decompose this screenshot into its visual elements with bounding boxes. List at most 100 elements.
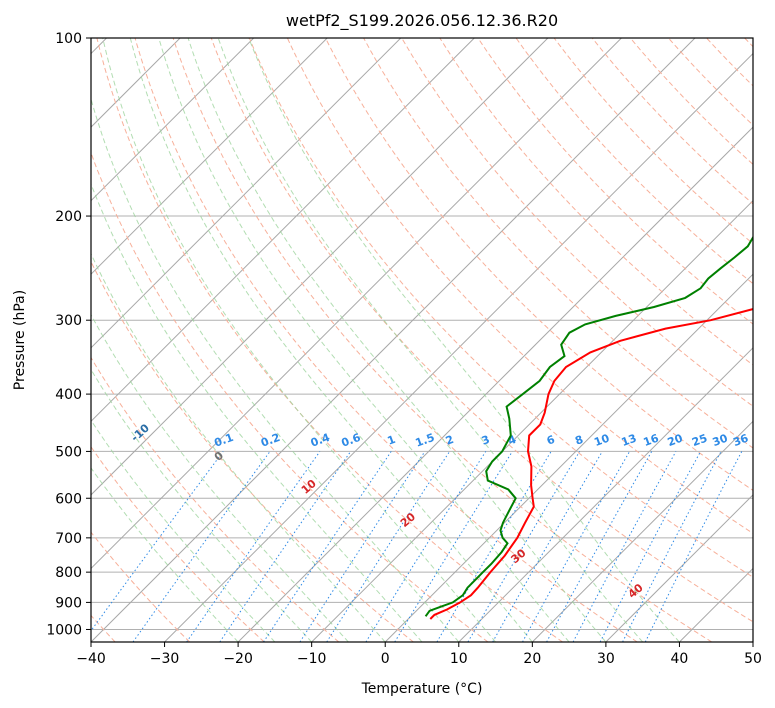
mixing-ratio-label: 0.1 bbox=[212, 431, 235, 450]
isotherm-line bbox=[91, 38, 622, 570]
mixing-ratio-label: 3 bbox=[480, 433, 492, 448]
mixing-ratio-label: 25 bbox=[690, 432, 709, 449]
isotherm-line bbox=[91, 38, 696, 642]
mixing-ratio-line bbox=[219, 451, 352, 642]
chart-title: wetPf2_S199.2026.056.12.36.R20 bbox=[286, 11, 558, 31]
mixing-ratio-label: 2 bbox=[444, 433, 456, 448]
mixing-ratio-line bbox=[644, 451, 743, 642]
dry-adiabat bbox=[134, 38, 638, 642]
mixing-ratio-label: 0.2 bbox=[259, 431, 282, 450]
mixing-ratio-line bbox=[622, 451, 722, 642]
isotherm-line bbox=[237, 126, 753, 642]
isotherm-line bbox=[91, 38, 475, 423]
dry-adiabat bbox=[629, 38, 753, 166]
isotherm-line bbox=[458, 347, 753, 642]
mixing-ratio-line bbox=[263, 451, 392, 642]
mixing-ratio-line bbox=[326, 451, 451, 642]
moist-adiabat bbox=[248, 38, 680, 642]
mixing-ratio-label: 13 bbox=[620, 432, 639, 449]
isotherm-line bbox=[531, 420, 753, 642]
dry-adiabat bbox=[91, 356, 340, 642]
mixing-ratio-line bbox=[91, 451, 224, 632]
background-lines bbox=[91, 38, 753, 642]
dry-adiabat bbox=[172, 38, 713, 642]
y-tick-label: 400 bbox=[55, 387, 82, 403]
mixing-ratio-line bbox=[394, 451, 513, 642]
isotherm-line bbox=[91, 38, 402, 349]
dry-adiabat bbox=[91, 151, 489, 642]
y-tick-label: 300 bbox=[55, 313, 82, 329]
y-tick-label: 900 bbox=[55, 595, 82, 611]
mixing-ratio-line bbox=[522, 451, 631, 642]
moist-adiabat bbox=[102, 38, 496, 642]
mixing-ratio-label: 6 bbox=[545, 433, 557, 448]
x-tick-label: 40 bbox=[671, 651, 689, 667]
y-tick-label: 500 bbox=[55, 444, 82, 460]
mixing-ratio-line bbox=[186, 451, 321, 642]
axis-ticks: −40 −30 −20 −10 0 10 20 30 40 5010020030040050060… bbox=[46, 31, 762, 667]
mixing-ratio-label: 0.4 bbox=[309, 431, 332, 450]
dry-adiabat bbox=[553, 38, 753, 245]
moist-adiabat bbox=[91, 97, 460, 642]
mixing-ratio-line bbox=[132, 451, 271, 642]
dry-adiabat bbox=[91, 445, 265, 642]
isotherm-line bbox=[91, 38, 549, 496]
isotherm-line bbox=[311, 199, 753, 642]
x-tick-label: 10 bbox=[450, 651, 468, 667]
mixing-ratio-label: 1.5 bbox=[414, 431, 437, 450]
moist-adiabat bbox=[187, 38, 607, 642]
x-tick-label: −10 bbox=[297, 651, 327, 667]
temperature-profile bbox=[429, 307, 753, 620]
mixing-ratio-label: 1 bbox=[386, 433, 398, 448]
isotherm-line bbox=[679, 567, 753, 642]
isotherm-line bbox=[384, 273, 753, 642]
dry-adiabat bbox=[515, 38, 753, 285]
mixing-ratio-line bbox=[546, 451, 653, 642]
mixing-ratio-label: 20 bbox=[666, 431, 685, 449]
moist-adiabat bbox=[91, 252, 386, 642]
series-layer bbox=[424, 235, 753, 620]
isotherm-line bbox=[605, 494, 753, 642]
x-axis-label: Temperature (°C) bbox=[361, 681, 483, 697]
dewpoint-profile bbox=[424, 235, 753, 617]
dry-adiabat bbox=[248, 38, 753, 578]
y-tick-label: 100 bbox=[55, 31, 82, 47]
mixing-ratio-label: 16 bbox=[642, 431, 661, 449]
dry-adiabat bbox=[363, 38, 753, 449]
dry-adiabat bbox=[744, 38, 753, 48]
mixing-ratio-label: 4 bbox=[506, 433, 518, 448]
moist-adiabat bbox=[129, 38, 533, 642]
dry-adiabat bbox=[439, 38, 753, 366]
mixing-ratio-line bbox=[467, 451, 581, 642]
y-tick-label: 600 bbox=[55, 491, 82, 507]
adiabat-label: -10 bbox=[128, 421, 152, 444]
mixing-ratio-label: 30 bbox=[711, 431, 730, 449]
isotherm-line bbox=[164, 52, 753, 642]
isotherm-line bbox=[752, 641, 753, 642]
x-tick-label: 50 bbox=[744, 651, 762, 667]
x-tick-label: 30 bbox=[597, 651, 615, 667]
moist-adiabat bbox=[91, 419, 276, 642]
dry-adiabat bbox=[401, 38, 753, 407]
moist-adiabat bbox=[91, 182, 423, 642]
y-tick-label: 800 bbox=[55, 565, 82, 581]
mixing-ratio-line bbox=[572, 451, 677, 642]
mixing-ratio-label: 8 bbox=[573, 433, 585, 448]
moist-adiabat bbox=[91, 368, 313, 642]
isotherm-line bbox=[91, 38, 328, 275]
x-tick-label: 0 bbox=[381, 651, 390, 667]
dry-adiabat bbox=[91, 260, 414, 642]
adiabat-label: 40 bbox=[626, 581, 646, 601]
moist-adiabat bbox=[91, 467, 239, 642]
y-axis-label: Pressure (hPa) bbox=[12, 290, 28, 390]
mixing-ratio-line bbox=[299, 451, 426, 642]
x-tick-label: −40 bbox=[76, 651, 106, 667]
plot-frame bbox=[90, 37, 754, 643]
dry-adiabat bbox=[706, 38, 753, 87]
dry-adiabat bbox=[668, 38, 753, 126]
adiabat-label: 10 bbox=[299, 477, 319, 497]
x-tick-label: −30 bbox=[150, 651, 180, 667]
mixing-ratio-label: 36 bbox=[731, 431, 750, 449]
y-tick-label: 700 bbox=[55, 531, 82, 547]
